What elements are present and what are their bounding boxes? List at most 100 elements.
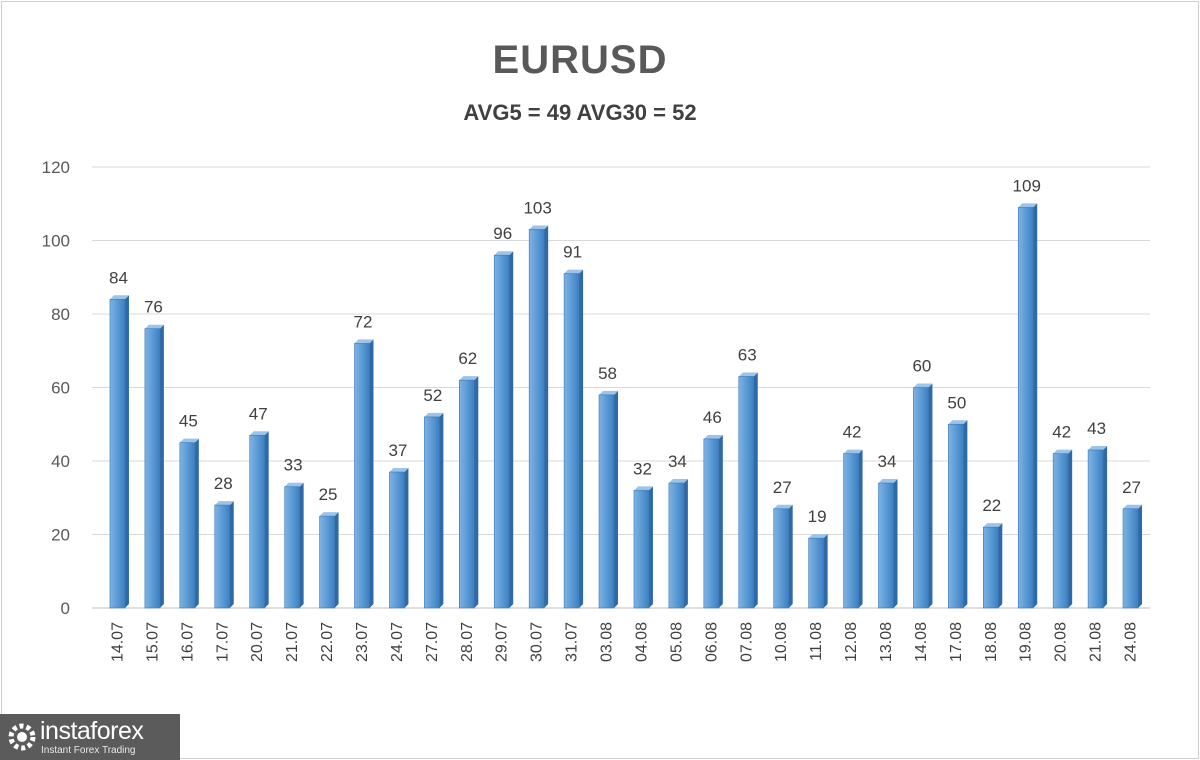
bar (843, 449, 863, 609)
x-tick-label: 21.07 (284, 622, 301, 662)
y-tick-label: 20 (51, 526, 70, 545)
bar-side (369, 339, 374, 608)
x-tick-label: 31.07 (564, 622, 581, 662)
bar (1017, 203, 1038, 609)
bar-front (668, 482, 685, 609)
bar-side (998, 523, 1003, 608)
data-label: 37 (388, 441, 407, 460)
bar-side (614, 390, 619, 608)
data-label: 76 (144, 298, 163, 317)
bar-side (299, 482, 304, 608)
x-axis: 14.07 15.07 16.07 17.07 20.07 21.07 22.07 23.07… (109, 622, 1139, 662)
bar-front (913, 387, 929, 609)
bar (773, 504, 793, 609)
x-tick-label: 30.07 (529, 622, 546, 662)
bar-top (668, 479, 688, 484)
bar-front (982, 526, 999, 609)
bar-side (893, 479, 898, 608)
bar-top (284, 482, 304, 487)
bar-top (424, 412, 444, 417)
bar-side (579, 269, 584, 608)
bar (319, 512, 339, 609)
x-tick-label: 04.08 (633, 622, 650, 662)
logo-tagline: Instant Forex Trading (41, 745, 136, 756)
bar-top (494, 251, 514, 256)
bar-front (1017, 207, 1034, 609)
y-axis: 0 20 40 60 80 100 120 (42, 158, 70, 618)
bar (703, 434, 723, 609)
bars (109, 203, 1143, 609)
bar-side (334, 512, 339, 608)
data-label: 32 (633, 459, 652, 478)
x-tick-label: 15.07 (144, 622, 161, 662)
x-tick-label: 24.07 (389, 622, 406, 662)
y-tick-label: 100 (42, 232, 70, 251)
data-label: 52 (423, 386, 442, 405)
bar-top (564, 269, 584, 274)
bar-front (109, 298, 126, 609)
bar (982, 523, 1003, 609)
bar-top (179, 438, 199, 443)
x-tick-label: 17.08 (948, 622, 965, 662)
bar-front (179, 442, 196, 609)
x-tick-label: 10.08 (773, 622, 790, 662)
data-label: 34 (668, 452, 687, 471)
bar-side (823, 534, 828, 608)
bar (878, 479, 898, 609)
bar-side (858, 449, 863, 608)
bar (598, 390, 619, 609)
bar-front (563, 273, 580, 609)
bar-top (214, 501, 234, 506)
x-tick-label: 05.08 (668, 622, 685, 662)
x-tick-label: 24.08 (1123, 622, 1140, 662)
bar-side (509, 251, 514, 608)
bar (109, 295, 129, 609)
bar-side (544, 225, 549, 608)
bar-top (529, 225, 549, 230)
bar-top (1123, 504, 1143, 509)
data-label: 96 (493, 224, 512, 243)
bar-top (249, 431, 269, 436)
data-label: 22 (982, 496, 1001, 515)
bar-side (753, 372, 758, 608)
bar-side (159, 324, 164, 608)
x-tick-label: 22.07 (319, 622, 336, 662)
bar-top (633, 486, 653, 491)
x-tick-label: 16.07 (179, 622, 196, 662)
bar-front (284, 486, 300, 609)
bar-top (738, 372, 758, 377)
x-tick-label: 27.07 (424, 622, 441, 662)
bar-side (1103, 445, 1108, 608)
y-tick-label: 60 (51, 379, 70, 398)
x-tick-label: 19.08 (1018, 622, 1035, 662)
bar-front (878, 482, 894, 609)
x-tick-label: 14.08 (913, 622, 930, 662)
bar-top (703, 434, 723, 439)
bar-front (389, 471, 405, 609)
bar (458, 376, 479, 609)
bar (528, 225, 549, 609)
bar-front (703, 438, 720, 609)
bar-top (913, 383, 933, 388)
bar-front (948, 423, 964, 609)
bar-side (194, 438, 199, 608)
bar-top (319, 512, 339, 517)
data-label: 28 (214, 474, 233, 493)
bar-front (214, 504, 231, 609)
chart-subtitle: AVG5 = 49 AVG30 = 52 (463, 100, 697, 125)
y-tick-label: 40 (51, 452, 70, 471)
bar-top (983, 523, 1003, 528)
bar-side (229, 501, 234, 608)
data-labels: 84 76 45 28 47 33 25 72 37 52 62 96 103 91 58 32 34 46 63 2… (109, 176, 1141, 526)
x-tick-label: 03.08 (599, 622, 616, 662)
data-label: 91 (563, 243, 582, 262)
bar-top (1018, 203, 1038, 208)
bar-front (738, 376, 755, 609)
bar-front (424, 416, 440, 609)
x-tick-label: 20.08 (1053, 622, 1070, 662)
bar-side (439, 412, 444, 608)
bar-top (1088, 445, 1108, 450)
bar-front (493, 254, 510, 609)
bar (354, 339, 374, 609)
